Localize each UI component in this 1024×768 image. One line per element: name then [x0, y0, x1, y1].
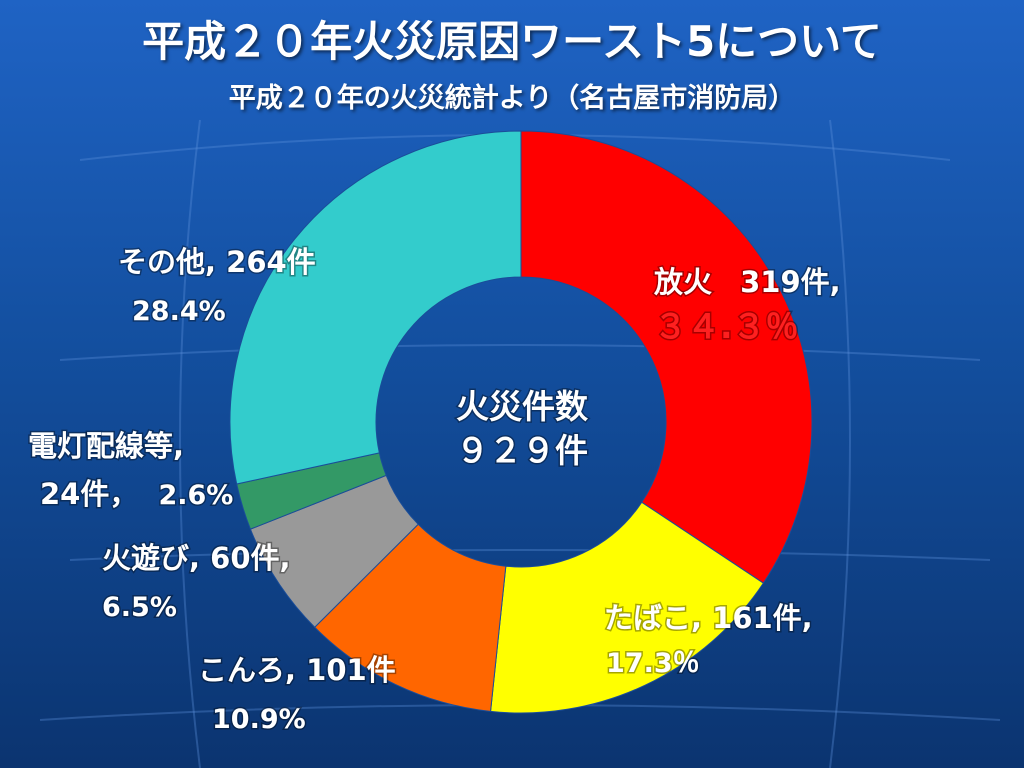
page-title: 平成２０年火災原因ワースト5について — [142, 17, 882, 66]
label-fireplay-name: 火遊び — [102, 541, 189, 575]
label-stove-name: こんろ — [198, 653, 285, 687]
label-fireplay: 火遊び, 60件, — [102, 541, 291, 575]
label-arson-percent: ３４.３％ — [654, 307, 799, 346]
label-stove-count: 101件 — [306, 653, 396, 687]
page-subtitle: 平成２０年の火災統計より（名古屋市消防局） — [228, 83, 796, 114]
center-label-line2: ９２９件 — [456, 431, 588, 470]
label-arson-count: 319件, — [740, 265, 841, 299]
donut-slices — [229, 130, 813, 714]
slice-tobacco — [490, 501, 765, 714]
label-tobacco-name: たばこ — [604, 601, 691, 635]
slice-arson — [520, 130, 813, 584]
label-stove-percent: 10.9% — [212, 704, 306, 735]
label-tobacco-percent: 17.3％ — [606, 648, 700, 679]
label-wiring-line2: 24件， 2.6% — [40, 477, 233, 511]
label-wiring: 電灯配線等, — [28, 429, 184, 463]
label-fireplay-percent: 6.5% — [102, 592, 177, 623]
label-tobacco: たばこ, 161件, — [604, 601, 813, 635]
slice-other — [229, 130, 522, 485]
label-tobacco-count: 161件, — [712, 601, 813, 635]
label-wiring-count: 24件， — [40, 477, 138, 511]
label-wiring-name: 電灯配線等 — [28, 429, 173, 463]
label-arson-name: 放火 — [653, 265, 712, 299]
label-other-percent: 28.4% — [132, 296, 226, 327]
label-wiring-percent: 2.6% — [158, 480, 233, 511]
label-fireplay-count: 60件, — [210, 541, 290, 575]
center-label-line1: 火災件数 — [456, 387, 589, 426]
label-other: その他, 264件 — [118, 245, 316, 279]
label-stove: こんろ, 101件 — [198, 653, 396, 687]
label-other-name: その他 — [118, 245, 205, 279]
label-other-count: 264件 — [226, 245, 316, 279]
label-arson: 放火 319件, — [653, 265, 841, 299]
